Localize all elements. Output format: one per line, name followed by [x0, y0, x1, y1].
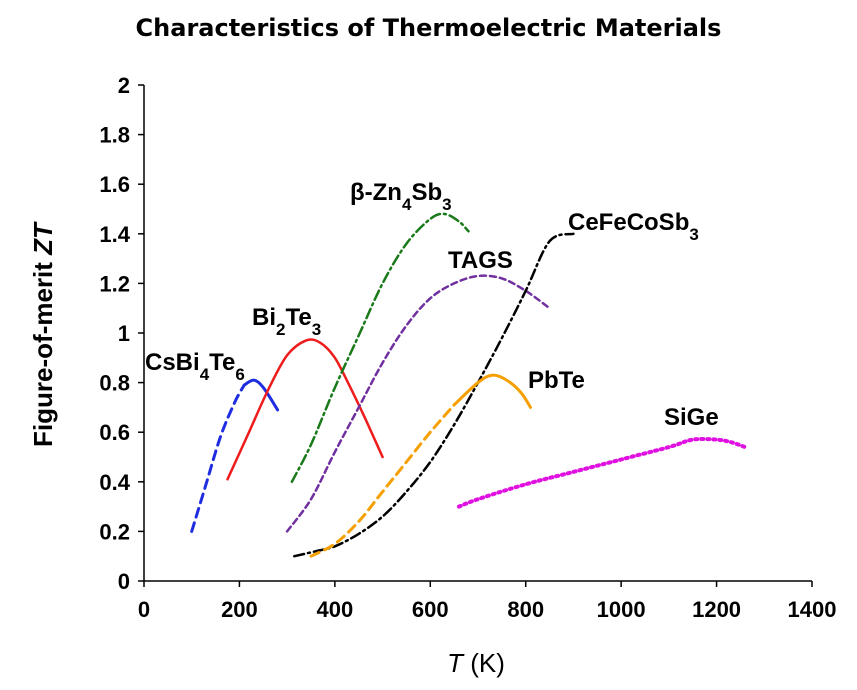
series-label-bi2te3: Bi2Te3 — [252, 304, 321, 339]
series-label-part: 4 — [402, 195, 412, 214]
x-axis-label-symbol: T — [447, 648, 465, 678]
series-line-csbi4te6-tail — [242, 378, 280, 412]
axes: 0 0.2 0.4 0.6 0.8 1 1.2 1.4 1.6 1.8 2 0 200 400 600 800… — [99, 73, 836, 622]
x-tick-label: 1400 — [788, 597, 837, 622]
series-line-csbi4te6 — [190, 383, 246, 533]
series-label-part: CsBi — [145, 349, 200, 376]
y-tick-label: 0.2 — [99, 519, 130, 544]
series-label-part: 3 — [312, 320, 321, 339]
series-label-part: Te — [209, 349, 235, 376]
series-label-part: 3 — [442, 195, 451, 214]
x-tick-label: 200 — [221, 597, 258, 622]
series-label-part: 3 — [689, 225, 698, 244]
y-tick-label: 0 — [118, 569, 130, 594]
x-tick-label: 800 — [507, 597, 544, 622]
y-tick-label: 2 — [118, 73, 130, 98]
series-line-pbte-tail — [452, 373, 532, 409]
series-label--zn4sb3: β-Zn4Sb3 — [350, 179, 452, 214]
series-label-part: 2 — [276, 320, 285, 339]
x-tick-label: 0 — [138, 597, 150, 622]
x-axis-label: T (K) — [447, 648, 505, 678]
series-label-part: PbTe — [528, 367, 585, 394]
chart-title: Characteristics of Thermoelectric Materi… — [135, 14, 722, 42]
y-tick-label: 1 — [118, 321, 130, 346]
series-label-csbi4te6: CsBi4Te6 — [145, 349, 245, 384]
series-line-sige — [456, 436, 748, 509]
series-label-part: SiGe — [664, 404, 719, 431]
series-label-part: Sb — [411, 179, 442, 206]
series-labels: CsBi4Te6Bi2Te3β-Zn4Sb3TAGSCeFeCoSb3PbTeS… — [145, 179, 719, 431]
series-label-part: 4 — [200, 365, 210, 384]
x-tick-label: 600 — [412, 597, 449, 622]
y-axis-label-symbol: ZT — [28, 221, 58, 256]
series-label-part: 6 — [235, 365, 244, 384]
y-tick-label: 1.4 — [99, 222, 130, 247]
series-label-sige: SiGe — [664, 404, 719, 431]
series-label-part: Bi — [252, 304, 276, 331]
series-line-tags — [285, 274, 551, 533]
y-tick-label: 1.6 — [99, 172, 130, 197]
series-label-part: Te — [285, 304, 311, 331]
y-tick-label: 0.8 — [99, 371, 130, 396]
y-tick-label: 0.6 — [99, 420, 130, 445]
x-tick-label: 1000 — [597, 597, 646, 622]
y-tick-label: 1.8 — [99, 123, 130, 148]
series-line-cefecosb3 — [293, 232, 575, 558]
series-line-bi2te3 — [226, 338, 384, 481]
y-axis-label: Figure-of-merit ZT — [28, 221, 58, 447]
series-line--zn4sb3 — [290, 212, 470, 484]
x-axis-label-unit: (K) — [470, 648, 505, 678]
series-label-part: TAGS — [448, 247, 513, 274]
series-label-pbte: PbTe — [528, 367, 585, 394]
x-tick-label: 1200 — [692, 597, 741, 622]
series-label-tags: TAGS — [448, 247, 513, 274]
series-label-part: CeFeCoSb — [568, 209, 689, 236]
series-line-pbte — [309, 403, 456, 558]
x-tick-label: 400 — [316, 597, 353, 622]
series-label-part: β-Zn — [350, 179, 402, 206]
series-layer — [190, 212, 748, 558]
series-label-cefecosb3: CeFeCoSb3 — [568, 209, 699, 244]
y-tick-label: 1.2 — [99, 271, 130, 296]
y-tick-label: 0.4 — [99, 470, 130, 495]
y-axis-label-text: Figure-of-merit — [28, 255, 58, 447]
